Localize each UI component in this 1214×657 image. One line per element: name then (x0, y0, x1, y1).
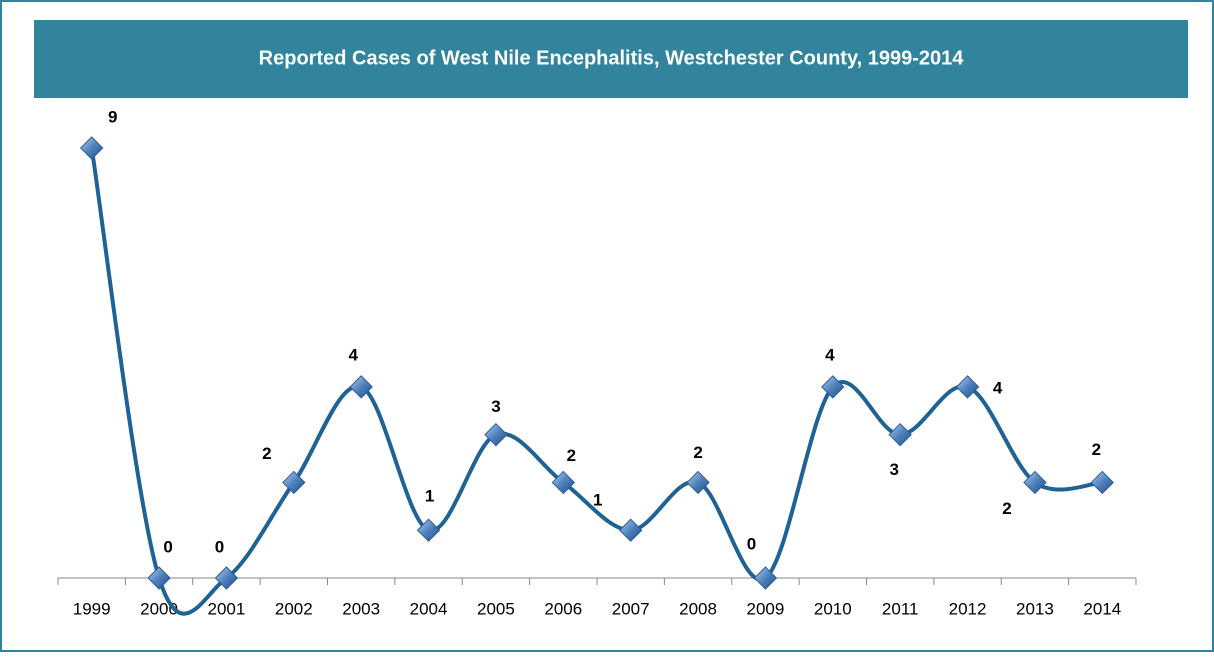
data-label: 2 (262, 444, 271, 463)
marker (1090, 470, 1115, 495)
marker (416, 518, 441, 542)
x-tick-label: 2007 (612, 599, 650, 618)
data-label: 9 (108, 107, 117, 126)
x-tick-label: 1999 (73, 599, 111, 618)
data-label: 4 (825, 345, 835, 364)
marker (955, 375, 980, 399)
x-tick-label: 2014 (1083, 599, 1121, 618)
data-label: 0 (215, 537, 224, 556)
x-tick-label: 2003 (342, 599, 380, 618)
marker (349, 375, 373, 399)
marker (147, 566, 171, 590)
marker (888, 422, 912, 447)
data-label: 4 (993, 378, 1003, 397)
x-tick-label: 2005 (477, 599, 515, 618)
x-tick-label: 2002 (275, 599, 313, 618)
data-label: 2 (693, 443, 702, 462)
data-label: 3 (889, 460, 898, 479)
data-label: 4 (348, 345, 358, 364)
data-label: 2 (1092, 440, 1101, 459)
x-tick-label: 2008 (679, 599, 717, 618)
data-label: 1 (593, 491, 602, 510)
data-label: 2 (567, 446, 576, 465)
marker (214, 566, 239, 590)
marker (79, 136, 104, 160)
chart-title: Reported Cases of West Nile Encephalitis… (259, 47, 965, 69)
x-tick-label: 2010 (814, 599, 852, 618)
marker (1023, 470, 1047, 495)
x-tick-label: 2006 (544, 599, 582, 618)
data-label: 2 (1002, 499, 1011, 518)
marker (484, 422, 508, 447)
data-label: 3 (491, 397, 500, 416)
x-tick-label: 2009 (747, 599, 785, 618)
data-label: 1 (425, 487, 434, 506)
marker (551, 470, 576, 495)
marker (821, 375, 845, 399)
x-tick-label: 2013 (1016, 599, 1054, 618)
title-bar (34, 20, 1188, 98)
x-tick-label: 2001 (208, 599, 246, 618)
x-tick-label: 2004 (410, 599, 448, 618)
marker (618, 518, 643, 542)
marker (686, 470, 710, 495)
x-tick-label: 2011 (882, 599, 919, 618)
data-label: 0 (747, 534, 756, 553)
marker (753, 566, 778, 590)
x-tick-label: 2012 (949, 599, 987, 618)
data-label: 0 (163, 537, 172, 556)
marker (282, 470, 306, 495)
